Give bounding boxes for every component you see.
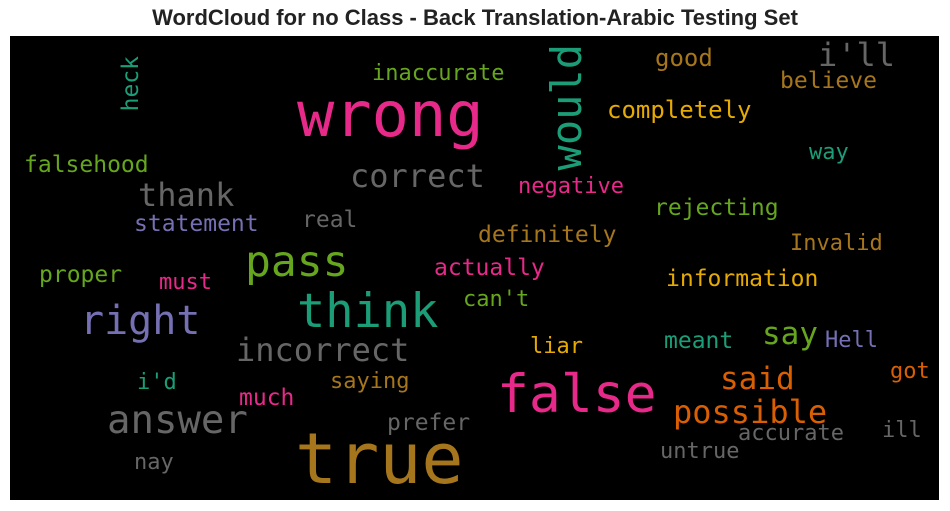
word-possible: possible bbox=[673, 393, 828, 431]
word-would: would bbox=[542, 44, 591, 171]
word-false: false bbox=[497, 364, 657, 425]
chart-title: WordCloud for no Class - Back Translatio… bbox=[152, 5, 798, 30]
word-thank: thank bbox=[138, 176, 235, 214]
wordcloud-canvas: true wrong false think right pass answer would i… bbox=[10, 36, 939, 500]
word-proper: proper bbox=[39, 262, 123, 288]
word-real: real bbox=[302, 207, 358, 233]
word-think: think bbox=[297, 284, 439, 339]
word-i-d: i'd bbox=[137, 370, 177, 395]
word-saying: saying bbox=[330, 369, 410, 394]
word-ill: ill bbox=[882, 418, 922, 443]
word-pass: pass bbox=[245, 237, 349, 287]
word-untrue: untrue bbox=[660, 439, 740, 464]
word-must: must bbox=[159, 270, 212, 295]
word-meant: meant bbox=[664, 328, 734, 354]
word-i-ll: i'll bbox=[818, 36, 896, 74]
word-much: much bbox=[239, 385, 295, 411]
word-wrong: wrong bbox=[297, 78, 484, 151]
word-believe: believe bbox=[780, 68, 877, 94]
word-good: good bbox=[655, 44, 713, 72]
word-falsehood: falsehood bbox=[24, 152, 149, 178]
word-prefer: prefer bbox=[387, 410, 471, 436]
word-statement: statement bbox=[134, 211, 259, 237]
word-incorrect: incorrect bbox=[236, 331, 410, 369]
word-accurate: accurate bbox=[738, 421, 844, 446]
word-correct: correct bbox=[350, 157, 485, 195]
word-got: got bbox=[890, 359, 930, 384]
word-way: way bbox=[809, 140, 849, 165]
word-answer: answer bbox=[107, 398, 248, 443]
word-invalid: Invalid bbox=[790, 231, 883, 256]
word-say: say bbox=[762, 316, 818, 352]
word-can-t: can't bbox=[463, 287, 530, 312]
word-inaccurate: inaccurate bbox=[372, 61, 505, 86]
word-right: right bbox=[80, 298, 201, 344]
word-nay: nay bbox=[134, 450, 174, 475]
word-information: information bbox=[666, 266, 819, 292]
word-actually: actually bbox=[434, 255, 545, 281]
word-completely: completely bbox=[607, 96, 752, 124]
word-rejecting: rejecting bbox=[654, 195, 779, 221]
word-heck: heck bbox=[118, 56, 144, 112]
word-liar: liar bbox=[530, 334, 583, 359]
word-said: said bbox=[720, 361, 795, 397]
word-hell: Hell bbox=[825, 328, 878, 353]
word-definitely: definitely bbox=[478, 222, 617, 248]
word-negative: negative bbox=[518, 174, 624, 199]
word-true: true bbox=[295, 418, 464, 500]
